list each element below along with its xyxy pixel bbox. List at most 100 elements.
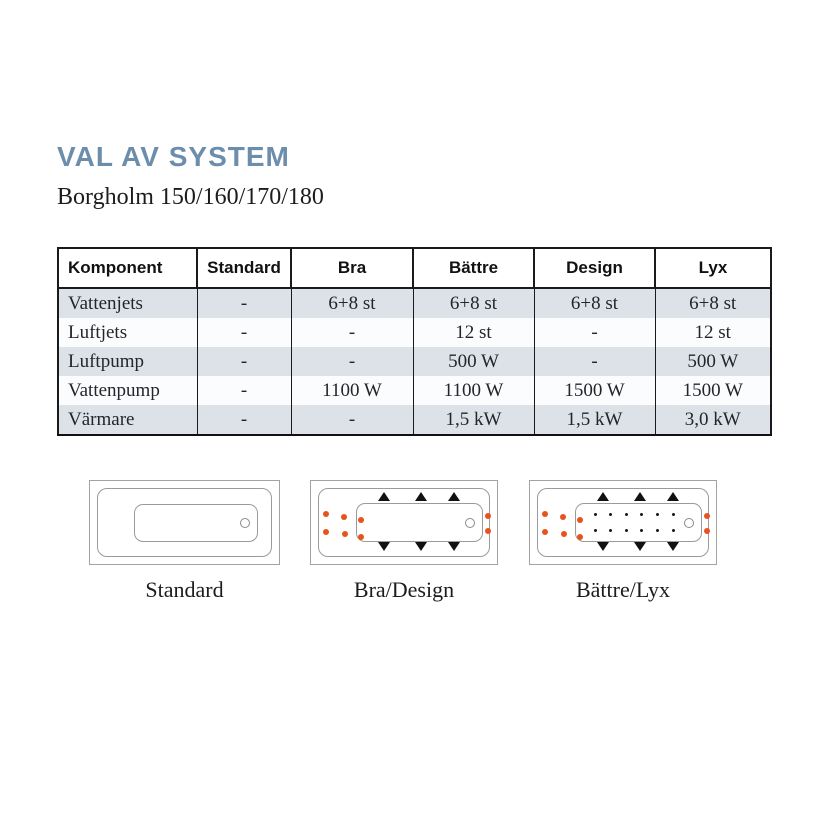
back-jet-down-icon [634,542,646,551]
air-jet-icon [625,513,628,516]
table-row: Vattenjets -6+8 st 6+8 st 6+8 st 6+8 st [57,288,772,318]
column-header-design: Design [533,247,656,289]
component-value: - [196,376,292,405]
column-header-komponent: Komponent [57,247,198,289]
water-jet-icon [560,514,566,520]
back-jet-up-icon [634,492,646,501]
component-value: 1500 W [533,376,656,405]
component-value: 6+8 st [654,288,772,318]
bathtub-diagram-bra-design [310,480,498,565]
component-label: Luftjets [57,318,198,347]
column-header-bra: Bra [290,247,414,289]
component-value: 1500 W [654,376,772,405]
component-value: 6+8 st [412,288,535,318]
diagram-label: Standard [145,577,224,602]
drain-icon [465,517,475,528]
component-value: 3,0 kW [654,405,772,436]
bathtub-basin-outline [356,503,483,542]
component-value: 12 st [654,318,772,347]
back-jet-up-icon [378,492,390,501]
component-value: 6+8 st [533,288,656,318]
component-value: 500 W [412,347,535,376]
component-value: 1,5 kW [412,405,535,436]
back-jet-down-icon [667,542,679,551]
diagram-label: Bättre/Lyx [575,577,671,602]
bathtub-diagram-b-ttre-lyx [529,480,717,565]
diagram-label: Bra/Design [353,577,455,602]
column-header-lyx: Lyx [654,247,772,289]
back-jet-down-icon [378,542,390,551]
component-value: 1100 W [290,376,414,405]
bathtub-basin-outline [575,503,702,542]
component-value: 1100 W [412,376,535,405]
table-body: Vattenjets -6+8 st 6+8 st 6+8 st 6+8 st Luftj… [57,288,772,436]
air-jet-icon [640,513,643,516]
component-value: 12 st [412,318,535,347]
table-row: Luftjets - -12 st -12 st [57,318,772,347]
back-jet-up-icon [415,492,427,501]
water-jet-icon [704,513,710,519]
column-header-bättre: Bättre [412,247,535,289]
component-value: - [196,405,292,436]
air-jet-icon [656,529,659,532]
water-jet-icon [485,528,491,534]
water-jet-icon [358,517,364,523]
bathtub-diagram-standard [89,480,280,565]
water-jet-icon [358,534,364,540]
back-jet-up-icon [667,492,679,501]
back-jet-up-icon [597,492,609,501]
component-label: Vattenjets [57,288,198,318]
bathtub-basin-outline [134,504,258,542]
back-jet-down-icon [448,542,460,551]
air-jet-icon [672,529,675,532]
component-value: - [290,347,414,376]
air-jet-icon [609,513,612,516]
water-jet-icon [485,513,491,519]
component-value: - [533,318,656,347]
table-header-row: Komponent Standard Bra Bättre Design Lyx [57,247,772,289]
air-jet-icon [609,529,612,532]
back-jet-down-icon [597,542,609,551]
bathtub-rim-outline [97,488,272,557]
water-jet-icon [577,517,583,523]
air-jet-icon [640,529,643,532]
air-jet-icon [594,513,597,516]
component-value: - [196,347,292,376]
water-jet-icon [542,511,548,517]
table-row: Vattenpump -1100 W 1100 W 1500 W 1500 W [57,376,772,405]
component-value: 500 W [654,347,772,376]
component-value: - [196,288,292,318]
component-label: Luftpump [57,347,198,376]
drain-icon [240,518,250,528]
component-value: - [290,405,414,436]
system-comparison-table: Komponent Standard Bra Bättre Design Lyx Vatt… [57,247,772,436]
back-jet-down-icon [415,542,427,551]
bathtub-rim-outline [318,488,490,557]
component-label: Vattenpump [57,376,198,405]
water-jet-icon [341,514,347,520]
water-jet-icon [323,529,329,535]
water-jet-icon [342,531,348,537]
water-jet-icon [577,534,583,540]
component-value: 6+8 st [290,288,414,318]
drain-icon [684,517,694,528]
component-value: - [533,347,656,376]
table-row: Luftpump - -500 W -500 W [57,347,772,376]
component-value: - [290,318,414,347]
page-title: VAL AV SYSTEM [57,141,290,172]
bathtub-rim-outline [537,488,709,557]
component-label: Värmare [57,405,198,436]
component-value: 1,5 kW [533,405,656,436]
component-value: - [196,318,292,347]
air-jet-icon [672,513,675,516]
air-jet-icon [594,529,597,532]
water-jet-icon [561,531,567,537]
water-jet-icon [323,511,329,517]
table-row: Värmare - -1,5 kW 1,5 kW 3,0 kW [57,405,772,436]
back-jet-up-icon [448,492,460,501]
air-jet-icon [656,513,659,516]
product-name-subtitle: Borgholm 150/160/170/180 [57,184,324,210]
air-jet-icon [625,529,628,532]
water-jet-icon [704,528,710,534]
